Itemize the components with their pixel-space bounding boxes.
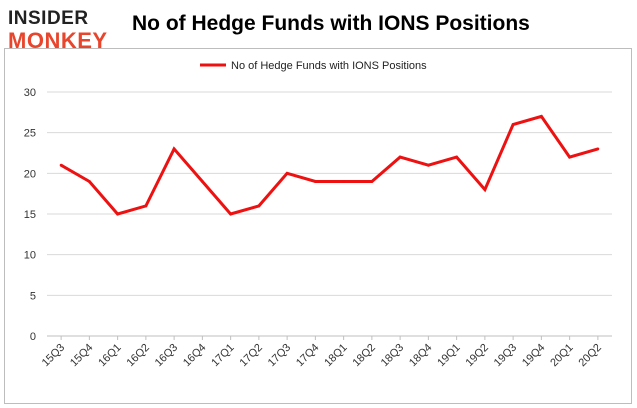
x-tick-label: 18Q3 — [379, 342, 407, 370]
x-tick-label: 17Q2 — [237, 342, 265, 370]
x-tick-label: 17Q3 — [266, 342, 294, 370]
x-tick-label: 19Q4 — [520, 342, 548, 370]
legend: No of Hedge Funds with IONS Positions — [200, 60, 427, 72]
data-point — [59, 163, 63, 167]
legend-label: No of Hedge Funds with IONS Positions — [231, 60, 427, 72]
data-point — [313, 180, 317, 183]
series-line — [60, 114, 599, 216]
x-tick-label: 19Q1 — [435, 342, 463, 370]
y-tick-label: 10 — [24, 250, 36, 262]
x-tick-label: 18Q4 — [407, 342, 435, 370]
y-tick-label: 5 — [30, 290, 36, 302]
data-point — [455, 155, 459, 159]
x-tick-label: 18Q1 — [322, 342, 350, 370]
data-point — [539, 115, 543, 118]
x-tick-label: 18Q2 — [350, 342, 378, 370]
data-point — [342, 180, 346, 183]
x-tick-label: 16Q4 — [181, 342, 209, 370]
y-tick-label: 15 — [24, 209, 36, 221]
x-tick-label: 19Q2 — [463, 342, 491, 370]
data-point — [511, 123, 515, 126]
gridlines — [47, 91, 612, 337]
x-tick-label: 20Q2 — [576, 342, 604, 370]
y-tick-label: 0 — [30, 331, 36, 343]
data-point — [483, 188, 487, 192]
data-point — [370, 180, 374, 183]
data-point — [285, 171, 289, 175]
data-point — [172, 147, 176, 151]
y-tick-label: 25 — [24, 128, 36, 140]
data-point — [200, 180, 204, 183]
data-point — [144, 204, 148, 208]
x-axis: 15Q3 15Q4 16Q1 16Q2 16Q3 16Q4 17Q1 17Q2 17Q3 17Q4… — [40, 335, 612, 370]
data-point — [426, 163, 430, 167]
chart-title: No of Hedge Funds with IONS Positions — [132, 12, 530, 35]
x-tick-label: 17Q1 — [209, 342, 237, 370]
x-tick-label: 20Q1 — [548, 342, 576, 370]
data-point — [398, 155, 402, 159]
x-tick-label: 19Q3 — [492, 342, 520, 370]
x-tick-label: 16Q3 — [153, 342, 181, 370]
logo-line-insider: INSIDER — [8, 8, 89, 29]
series-layer — [59, 114, 600, 216]
x-tick-label: 16Q1 — [96, 342, 124, 370]
x-tick-label: 17Q4 — [294, 342, 322, 370]
x-tick-label: 16Q2 — [124, 342, 152, 370]
x-tick-label: 15Q4 — [68, 342, 96, 370]
y-tick-label: 20 — [24, 168, 36, 180]
x-tick-label: 15Q3 — [40, 342, 68, 370]
data-point — [87, 180, 91, 183]
data-point — [596, 147, 600, 151]
y-tick-label: 30 — [24, 87, 36, 99]
data-point — [568, 155, 572, 159]
y-axis: 0 5 10 15 20 25 30 — [24, 87, 36, 343]
chart-frame — [4, 48, 632, 404]
data-point — [116, 212, 120, 216]
data-point — [229, 212, 233, 216]
data-point — [257, 204, 261, 208]
